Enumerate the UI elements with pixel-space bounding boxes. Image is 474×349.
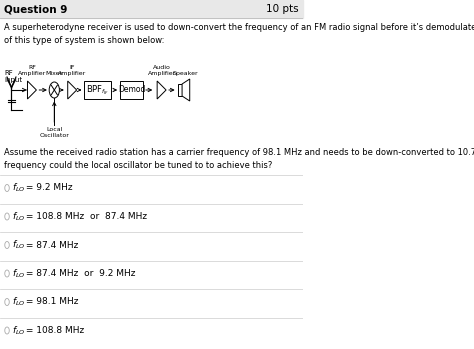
Circle shape: [5, 213, 9, 220]
Text: IF
Amplifier: IF Amplifier: [58, 65, 86, 76]
Text: Demod: Demod: [118, 86, 146, 95]
Text: RF
input: RF input: [4, 70, 23, 83]
Text: Assume the received radio station has a carrier frequency of 98.1 MHz and needs : Assume the received radio station has a …: [4, 148, 474, 170]
Text: $f_{LO}$: $f_{LO}$: [12, 267, 26, 280]
Text: = 87.4 MHz: = 87.4 MHz: [23, 240, 78, 250]
Text: = 9.2 MHz: = 9.2 MHz: [23, 184, 73, 193]
Text: $f_{LO}$: $f_{LO}$: [12, 182, 26, 194]
Text: $f_{LO}$: $f_{LO}$: [12, 296, 26, 308]
Circle shape: [5, 327, 9, 334]
Text: A superheterodyne receiver is used to down-convert the frequency of an FM radio : A superheterodyne receiver is used to do…: [4, 23, 474, 45]
Polygon shape: [68, 81, 77, 99]
Polygon shape: [27, 81, 36, 99]
Text: $f_{LO}$: $f_{LO}$: [12, 239, 26, 251]
Text: = 108.8 MHz  or  87.4 MHz: = 108.8 MHz or 87.4 MHz: [23, 212, 147, 221]
Bar: [84, 81, 111, 99]
Text: Speaker: Speaker: [173, 71, 199, 76]
Circle shape: [5, 298, 9, 305]
Text: $f_{LO}$: $f_{LO}$: [12, 210, 26, 223]
Text: Question 9: Question 9: [4, 4, 68, 14]
Circle shape: [5, 270, 9, 277]
Text: Mixer: Mixer: [46, 71, 63, 76]
Polygon shape: [157, 81, 166, 99]
Text: = 108.8 MHz: = 108.8 MHz: [23, 326, 84, 335]
Circle shape: [49, 82, 59, 98]
Text: = 87.4 MHz  or  9.2 MHz: = 87.4 MHz or 9.2 MHz: [23, 269, 136, 278]
Circle shape: [5, 242, 9, 248]
Polygon shape: [182, 79, 190, 101]
Bar: [120, 81, 143, 99]
Circle shape: [5, 185, 9, 192]
Text: RF
Amplifier: RF Amplifier: [18, 65, 46, 76]
Text: = 98.1 MHz: = 98.1 MHz: [23, 297, 79, 306]
Text: $f_{LO}$: $f_{LO}$: [12, 324, 26, 337]
Text: $\mathrm{BPF}_{f_{IF}}$: $\mathrm{BPF}_{f_{IF}}$: [86, 83, 109, 97]
Text: Audio
Amplifier: Audio Amplifier: [147, 65, 176, 76]
Text: 10 pts: 10 pts: [266, 4, 298, 14]
Text: Local
Oscillator: Local Oscillator: [39, 127, 69, 138]
Bar: [178, 84, 182, 96]
Bar: [0, 0, 303, 18]
